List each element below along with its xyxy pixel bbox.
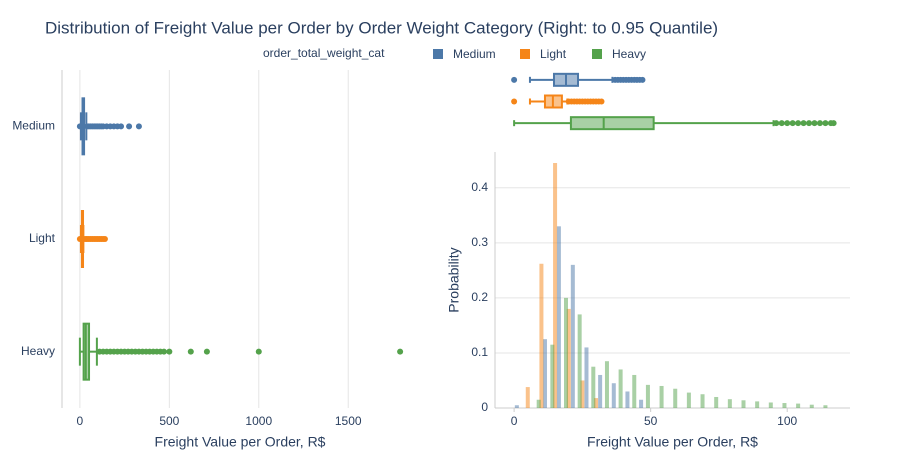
outlier — [511, 98, 518, 105]
outlier — [830, 120, 837, 127]
x-tick-label: 500 — [159, 414, 179, 428]
outlier — [778, 120, 785, 127]
legend-swatch — [520, 49, 530, 59]
outlier — [76, 123, 83, 130]
histogram-bar — [625, 391, 630, 408]
outlier — [811, 120, 818, 127]
histogram-bar — [591, 366, 596, 408]
histogram-bar — [714, 396, 719, 408]
outlier — [784, 120, 791, 127]
histogram-bar — [673, 388, 678, 408]
histogram-bar — [553, 163, 558, 408]
histogram-bar — [611, 383, 616, 408]
outlier — [160, 348, 167, 355]
legend-swatch — [592, 49, 602, 59]
histogram-bar — [755, 401, 760, 408]
x-tick-label: 100 — [777, 414, 797, 428]
histogram-bar — [727, 399, 732, 408]
histogram-bar — [556, 226, 561, 408]
outlier — [187, 348, 194, 355]
histogram-bar — [577, 314, 582, 408]
y-tick-label: 0.1 — [471, 345, 488, 359]
histogram-bar — [525, 387, 530, 408]
histogram-bar — [584, 347, 589, 408]
y-tick-label: Light — [29, 231, 56, 245]
x-tick-label: 1000 — [245, 414, 272, 428]
histogram-bar — [639, 399, 644, 408]
histogram-bar — [604, 361, 609, 408]
x-axis-title: Freight Value per Order, R$ — [155, 434, 326, 450]
histogram-bar — [570, 264, 575, 408]
box — [569, 116, 655, 131]
histogram-bar — [566, 308, 571, 408]
histogram-bar — [632, 374, 637, 408]
histogram-bar — [823, 405, 828, 408]
outlier — [118, 123, 125, 130]
histogram-bar — [550, 344, 555, 408]
histogram-bar — [594, 398, 599, 408]
y-tick-label: 0.2 — [471, 290, 488, 304]
histogram-bar — [564, 297, 568, 408]
histogram-bar — [686, 392, 691, 408]
outlier — [795, 120, 802, 127]
histogram-bar — [768, 402, 773, 408]
outlier — [789, 120, 796, 127]
y-axis-title: Probability — [446, 247, 462, 312]
x-axis-title: Freight Value per Order, R$ — [587, 434, 758, 450]
outlier — [255, 348, 262, 355]
histogram-bar — [659, 385, 664, 408]
histogram-bar — [645, 384, 650, 408]
histogram-bar — [542, 339, 547, 408]
y-tick-label: 0.3 — [471, 235, 488, 249]
x-tick-label: 50 — [644, 414, 658, 428]
y-tick-label: 0.4 — [471, 180, 488, 194]
histogram-bar — [539, 263, 544, 408]
outlier — [639, 76, 646, 83]
histogram-bar — [796, 403, 801, 408]
outlier — [816, 120, 823, 127]
outlier — [166, 348, 173, 355]
x-tick-label: 0 — [77, 414, 84, 428]
x-tick-label: 1500 — [335, 414, 362, 428]
outlier — [135, 123, 142, 130]
outlier — [806, 120, 813, 127]
outlier — [598, 98, 605, 105]
legend-label: Heavy — [612, 47, 646, 61]
histogram-bar — [700, 394, 705, 408]
histogram-bar — [782, 403, 787, 408]
outlier — [773, 120, 780, 127]
legend-swatch — [433, 49, 443, 59]
legend-title: order_total_weight_cat — [263, 46, 385, 60]
y-tick-label: Medium — [12, 119, 55, 133]
outlier — [203, 348, 210, 355]
histogram-bar — [598, 374, 603, 408]
chart-title: Distribution of Freight Value per Order … — [45, 18, 718, 37]
legend-label: Light — [540, 47, 567, 61]
histogram-bar — [536, 399, 541, 408]
x-tick-label: 0 — [511, 414, 518, 428]
y-tick-label: Heavy — [21, 344, 55, 358]
outlier — [800, 120, 807, 127]
outlier — [126, 123, 133, 130]
outlier — [101, 236, 108, 242]
histogram-bar — [618, 369, 623, 408]
y-tick-label: 0 — [481, 400, 488, 414]
outlier — [822, 120, 829, 127]
histogram-bar — [580, 380, 585, 408]
legend-label: Medium — [453, 47, 496, 61]
histogram-bar — [741, 400, 746, 408]
outlier — [511, 76, 518, 83]
outlier — [397, 348, 404, 355]
histogram-bar — [514, 405, 519, 408]
histogram-bar — [809, 404, 814, 408]
